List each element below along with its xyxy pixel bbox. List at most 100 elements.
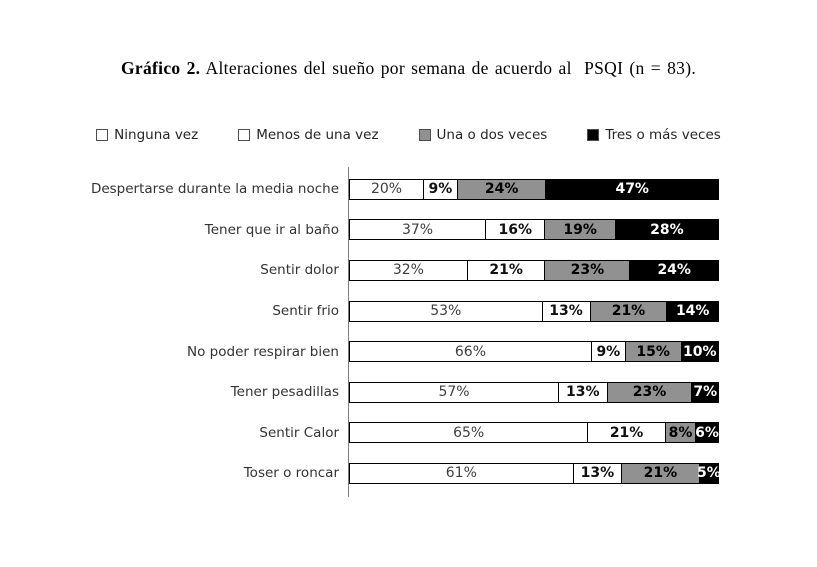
bar-segment: 10%: [680, 341, 719, 363]
legend-item-4: Tres o más veces: [587, 127, 721, 143]
bar-segment: 47%: [545, 178, 719, 200]
chart-title-prefix: Gráfico 2.: [121, 58, 201, 78]
bar-segment: 32%: [349, 259, 468, 281]
value-label: 13%: [580, 465, 615, 482]
bar-segment: 23%: [606, 381, 693, 403]
value-label: 47%: [615, 181, 649, 198]
bar-segment: 28%: [614, 219, 719, 241]
value-label: 24%: [484, 181, 519, 198]
chart-row: No poder respirar bien 66% 9% 15% 10%: [0, 331, 817, 372]
bar-segment: 9%: [423, 178, 458, 200]
value-label: 7%: [693, 384, 718, 401]
bar-segment: 13%: [572, 462, 623, 484]
bar-stack: 57% 13% 23% 7%: [349, 381, 719, 403]
bar-stack: 20% 9% 24% 47%: [349, 178, 719, 200]
legend-item-2: Menos de una vez: [238, 127, 379, 143]
legend-marker-icon: [587, 129, 600, 141]
category-label: Despertarse durante la media noche: [90, 181, 339, 198]
chart-row: Despertarse durante la media noche 20% 9% 2…: [0, 169, 817, 210]
value-label: 8%: [668, 424, 693, 441]
bar-segment: 20%: [349, 178, 424, 200]
bar-segment: 16%: [485, 219, 546, 241]
value-label: 37%: [401, 221, 434, 238]
chart-title-text: Alteraciones del sueño por semana de acu…: [200, 58, 696, 78]
value-label: 61%: [445, 465, 477, 482]
chart-rows: Despertarse durante la media noche 20% 9% 2…: [0, 167, 817, 497]
legend-marker-icon: [238, 129, 251, 141]
category-label: Tener pesadillas: [230, 384, 339, 401]
stacked-bar-chart: Despertarse durante la media noche 20% 9% 2…: [0, 167, 817, 497]
bar-stack: 32% 21% 23% 24%: [349, 259, 719, 281]
bar-segment: 66%: [349, 341, 592, 363]
bar-segment: 9%: [590, 341, 626, 363]
value-label: 53%: [430, 303, 462, 320]
value-label: 28%: [650, 221, 684, 238]
bar-stack: 37% 16% 19% 28%: [349, 219, 719, 241]
bar-segment: 65%: [349, 422, 589, 444]
bar-stack: 53% 13% 21% 14%: [349, 300, 719, 322]
category-axis-line: [348, 167, 349, 497]
bar-stack: 66% 9% 15% 10%: [349, 341, 719, 363]
value-label: 32%: [392, 262, 424, 279]
bar-segment: 13%: [541, 300, 591, 322]
chart-title: Gráfico 2. Alteraciones del sueño por se…: [0, 58, 817, 79]
chart-row: Toser o roncar 61% 13% 21% 5%: [0, 453, 817, 494]
bar-segment: 57%: [349, 381, 560, 403]
value-label: 10%: [682, 343, 717, 360]
bar-segment: 61%: [349, 462, 574, 484]
category-label: Tener que ir al baño: [204, 221, 339, 238]
bar-segment: 23%: [544, 259, 631, 281]
value-label: 16%: [498, 221, 532, 238]
category-label: Toser o roncar: [243, 465, 339, 482]
legend-marker-icon: [418, 129, 431, 141]
bar-segment: 15%: [624, 341, 682, 363]
value-label: 23%: [570, 262, 605, 279]
chart-row: Sentir dolor 32% 21% 23% 24%: [0, 250, 817, 291]
bar-segment: 21%: [466, 259, 546, 281]
value-label: 13%: [566, 384, 600, 401]
category-label: Sentir dolor: [260, 262, 339, 279]
value-label: 5%: [697, 465, 721, 482]
bar-segment: 21%: [589, 300, 668, 322]
chart-row: Tener pesadillas 57% 13% 23% 7%: [0, 372, 817, 413]
value-label: 6%: [695, 424, 719, 441]
value-label: 65%: [453, 424, 485, 441]
legend-label: Menos de una vez: [256, 127, 379, 143]
chart-row: Sentir frio 53% 13% 21% 14%: [0, 291, 817, 332]
bar-segment: 6%: [695, 422, 720, 444]
bar-segment: 24%: [629, 259, 719, 281]
value-label: 21%: [489, 262, 523, 279]
value-label: 19%: [563, 221, 597, 238]
value-label: 9%: [596, 343, 621, 360]
bar-segment: 37%: [349, 219, 487, 241]
value-label: 20%: [370, 181, 403, 198]
chart-row: Sentir Calor 65% 21% 8% 6%: [0, 413, 817, 454]
value-label: 13%: [549, 303, 583, 320]
chart-row: Tener que ir al baño 37% 16% 19% 28%: [0, 210, 817, 251]
legend-label: Una o dos veces: [436, 127, 548, 143]
value-label: 23%: [632, 384, 667, 401]
legend-label: Ninguna vez: [114, 127, 199, 143]
category-label: Sentir Calor: [259, 424, 339, 441]
category-label: No poder respirar bien: [187, 343, 339, 360]
bar-segment: 13%: [558, 381, 608, 403]
bar-segment: 14%: [666, 300, 719, 322]
bar-stack: 61% 13% 21% 5%: [349, 462, 721, 484]
legend: Ninguna vez Menos de una vez Una o dos vec…: [0, 127, 817, 143]
value-label: 57%: [438, 384, 470, 401]
bar-segment: 19%: [544, 219, 616, 241]
value-label: 14%: [675, 303, 710, 320]
legend-marker-icon: [96, 129, 109, 141]
value-label: 24%: [657, 262, 691, 279]
bar-segment: 5%: [697, 462, 721, 484]
bar-segment: 8%: [664, 422, 697, 444]
bar-segment: 21%: [587, 422, 666, 444]
legend-label: Tres o más veces: [605, 127, 721, 143]
legend-item-1: Ninguna vez: [96, 127, 198, 143]
legend-item-3: Una o dos veces: [418, 127, 548, 143]
value-label: 66%: [454, 343, 487, 360]
value-label: 21%: [611, 303, 646, 320]
value-label: 21%: [643, 465, 678, 482]
bar-segment: 53%: [349, 300, 543, 322]
